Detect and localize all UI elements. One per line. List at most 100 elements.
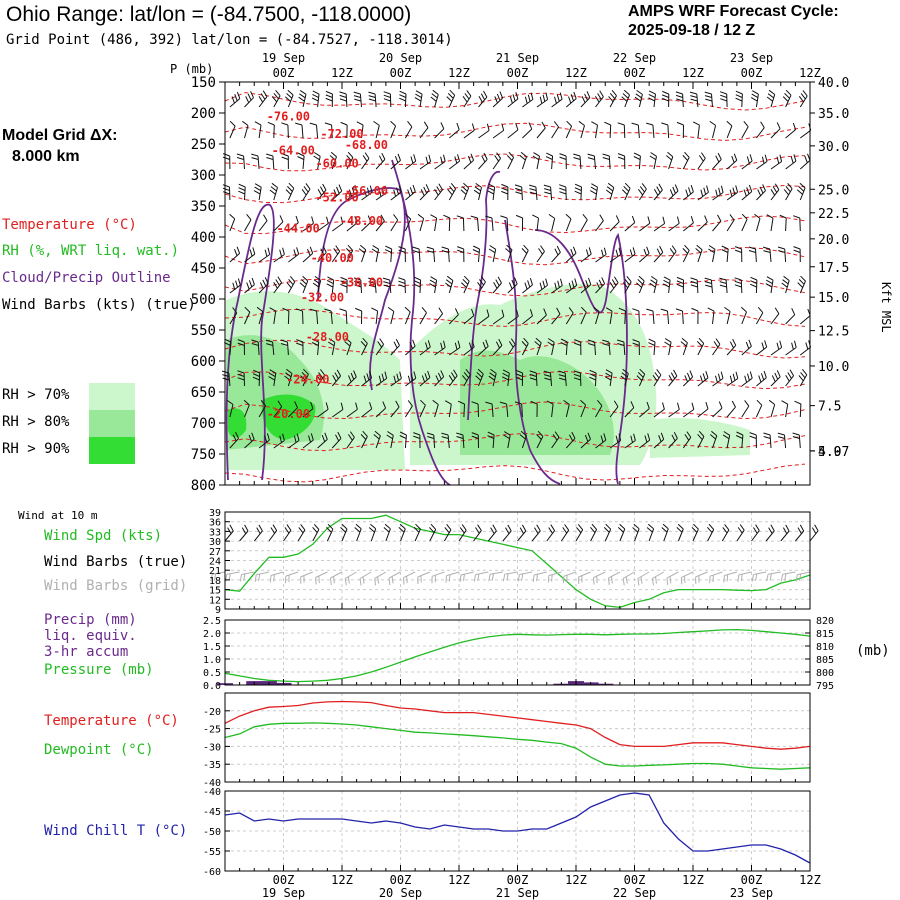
wind-barb bbox=[413, 276, 422, 294]
wind-barb bbox=[755, 306, 764, 325]
wind-barb bbox=[419, 340, 431, 356]
wind-barb bbox=[441, 432, 450, 449]
panel-ytick-label: -45 bbox=[203, 807, 221, 818]
wind-barb bbox=[638, 183, 647, 201]
wind-barb bbox=[325, 90, 333, 108]
wind-barb bbox=[580, 247, 592, 263]
wind-barb bbox=[258, 277, 269, 294]
pressure-ytick-label: 800 bbox=[816, 668, 834, 679]
wind-barb bbox=[595, 247, 607, 263]
wind-barb bbox=[443, 523, 452, 542]
wind-barb bbox=[547, 338, 555, 356]
wind-barb bbox=[473, 571, 489, 582]
rh-legend-70-swatch bbox=[89, 383, 135, 410]
wind-barb bbox=[457, 246, 465, 263]
wind-barb bbox=[661, 122, 670, 139]
wind-barb bbox=[573, 153, 582, 170]
wind-barb bbox=[726, 185, 739, 201]
wind-barb bbox=[281, 153, 289, 170]
panel-ytick-label: -40 bbox=[203, 787, 221, 798]
panel-ytick-label: 0.0 bbox=[203, 681, 221, 692]
wind-barb bbox=[492, 152, 502, 170]
wind-barb bbox=[639, 433, 651, 449]
wind-barb bbox=[768, 399, 776, 418]
wind-barb bbox=[210, 571, 226, 582]
wind-barb bbox=[530, 400, 538, 418]
rh-legend-90-swatch bbox=[89, 437, 135, 464]
wind-barb bbox=[697, 337, 705, 356]
wind-barb bbox=[326, 523, 334, 542]
wind-barb bbox=[697, 371, 709, 387]
wind-barb bbox=[324, 308, 333, 325]
wind-barb bbox=[404, 120, 413, 139]
wind-barb bbox=[682, 370, 694, 387]
wind-barb bbox=[492, 276, 502, 294]
wind-barb bbox=[546, 400, 554, 418]
wind-barb bbox=[477, 276, 486, 294]
wind-barb bbox=[770, 183, 780, 201]
wind-barb bbox=[273, 215, 284, 232]
wind-barb bbox=[390, 185, 402, 201]
wind-barb bbox=[794, 400, 802, 418]
wind-barb bbox=[356, 121, 364, 139]
wind-barb bbox=[419, 121, 429, 139]
wind-barb bbox=[405, 154, 417, 170]
wind-barb bbox=[419, 154, 432, 170]
rh-legend-80-swatch bbox=[89, 410, 135, 437]
wind-barb bbox=[781, 400, 789, 418]
wind-barb bbox=[346, 431, 355, 449]
wind-barb bbox=[719, 277, 728, 294]
wind-barb bbox=[514, 184, 523, 201]
wind-barb bbox=[680, 337, 688, 356]
rh-region bbox=[261, 394, 316, 440]
wind-barb bbox=[536, 278, 548, 294]
wind-barb bbox=[478, 152, 488, 170]
wind-barb bbox=[463, 123, 475, 139]
wind-barb bbox=[565, 307, 574, 325]
wind-barb bbox=[691, 523, 699, 542]
wind-barb bbox=[695, 244, 703, 263]
wind-barb bbox=[639, 216, 651, 232]
wind-barb bbox=[664, 338, 672, 356]
wind-barb bbox=[522, 278, 533, 294]
wind-barb bbox=[595, 214, 604, 232]
wind-barb bbox=[697, 430, 705, 449]
wind-barb bbox=[488, 368, 497, 387]
wind-barb bbox=[414, 90, 423, 108]
temperature-contour-label: -32.00 bbox=[301, 290, 344, 304]
liq-equiv-label: liq. equiv. bbox=[44, 628, 137, 644]
wind-barb bbox=[621, 182, 631, 201]
wind-barb bbox=[519, 430, 527, 449]
wind-barb bbox=[622, 571, 635, 586]
hour-label-top: 00Z bbox=[390, 66, 412, 80]
temperature-contour-label: -64.00 bbox=[272, 144, 315, 158]
wind-barb bbox=[313, 152, 321, 170]
wind-barb bbox=[646, 122, 655, 139]
date-label-bottom: 23 Sep bbox=[730, 886, 773, 900]
wind-barb bbox=[301, 183, 311, 201]
wind-barb bbox=[237, 339, 245, 356]
wind-barb bbox=[668, 431, 678, 449]
height-tick-label: 7.5 bbox=[818, 400, 841, 415]
temperature-contour bbox=[224, 308, 806, 327]
wind-barb bbox=[683, 402, 695, 418]
temperature-contour-label: -56.00 bbox=[345, 184, 388, 198]
wind-barb bbox=[434, 307, 444, 325]
wind-barb bbox=[536, 430, 544, 449]
wind-barb bbox=[434, 122, 445, 139]
wind-barb bbox=[653, 245, 664, 263]
wind-barb bbox=[507, 338, 516, 356]
wind-barb bbox=[488, 245, 497, 263]
panel-ytick-label: -25 bbox=[203, 725, 221, 736]
pressure-ytick-label: 795 bbox=[816, 681, 834, 692]
wind-barb bbox=[390, 400, 400, 418]
wind-barb bbox=[661, 523, 669, 542]
wind-barb bbox=[543, 184, 553, 201]
wind-barb bbox=[398, 523, 406, 542]
wind-barb bbox=[737, 571, 752, 582]
wind-barb bbox=[676, 523, 684, 542]
wind-barb bbox=[766, 214, 774, 232]
wind-barb bbox=[470, 215, 479, 232]
wind-barb bbox=[726, 153, 738, 170]
wind-barb bbox=[254, 121, 262, 139]
